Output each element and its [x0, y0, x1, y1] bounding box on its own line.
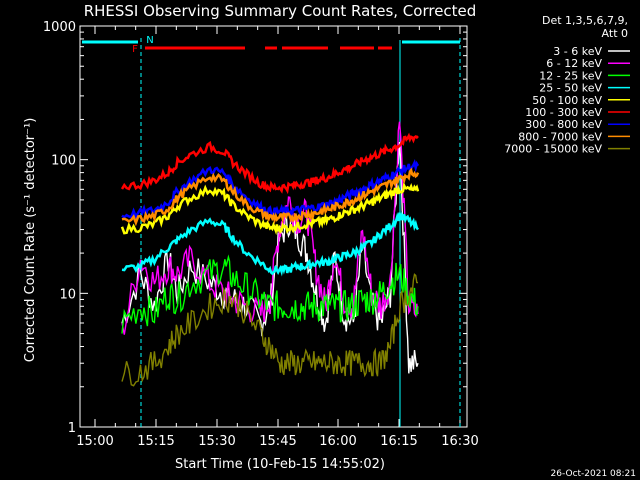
- plot-frame: [79, 25, 468, 428]
- legend-item-label: 300 - 800 keV: [525, 118, 602, 131]
- y-axis-label: Corrected Count Rate (s⁻¹ detector⁻¹): [23, 118, 38, 363]
- chart-title: RHESSI Observing Summary Count Rates, Co…: [84, 2, 477, 20]
- legend-item-label: 25 - 50 keV: [539, 82, 602, 95]
- x-tick-label: 15:15: [137, 434, 174, 449]
- legend-item-label: 3 - 6 keV: [553, 45, 602, 58]
- legend-item-label: 800 - 7000 keV: [518, 130, 602, 143]
- series-line: [120, 132, 419, 195]
- series-line: [121, 210, 420, 277]
- series-line: [121, 254, 419, 334]
- series-line: [121, 167, 420, 227]
- x-tick-label: 15:30: [198, 434, 235, 449]
- series-line: [121, 158, 420, 220]
- y-tick-label: 10: [59, 287, 76, 302]
- x-tick-label: 15:45: [259, 434, 296, 449]
- legend-item-label: 50 - 100 keV: [532, 94, 602, 107]
- flags: NF: [82, 35, 461, 427]
- series-line: [121, 121, 419, 335]
- legend-item-label: 7000 - 15000 keV: [504, 143, 602, 156]
- y-tick-label: 1000: [43, 20, 76, 35]
- night-flag-label: N: [146, 35, 153, 46]
- x-tick-label: 16:00: [319, 434, 356, 449]
- legend-header-att: Att 0: [602, 27, 628, 40]
- x-tick-label: 16:15: [380, 434, 417, 449]
- x-tick-label: 16:30: [441, 434, 478, 449]
- legend-item-label: 100 - 300 keV: [525, 106, 602, 119]
- x-tick-label: 15:00: [76, 434, 113, 449]
- series-line: [121, 273, 419, 387]
- flare-flag-label: F: [132, 44, 138, 55]
- y-tick-label: 1: [68, 421, 76, 436]
- legend-item-label: 12 - 25 keV: [539, 69, 602, 82]
- x-ticks: 15:00 15:15 15:30 15:45 16:00 16:15 16:30: [76, 26, 479, 449]
- legend-item-label: 6 - 12 keV: [546, 57, 602, 70]
- y-tick-label: 100: [51, 154, 76, 169]
- timestamp: 26-Oct-2021 08:21: [551, 469, 636, 479]
- series-line: [120, 181, 420, 236]
- legend-header: Det 1,3,5,6,7,9,: [542, 14, 628, 27]
- series-layer: [120, 121, 420, 387]
- x-axis-label: Start Time (10-Feb-15 14:55:02): [175, 457, 385, 472]
